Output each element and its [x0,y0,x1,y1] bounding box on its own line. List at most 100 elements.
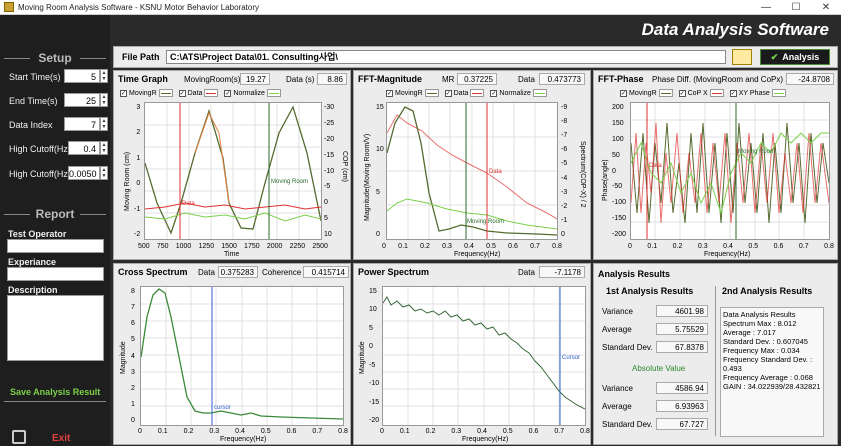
description-label: Description [8,285,58,295]
power-ylabel: Magnitude [359,341,366,374]
cross-spectrum-title: Cross Spectrum [118,267,188,277]
checkbox[interactable]: ✓ [620,89,627,97]
phase-y-ticks: 200 150 100 50 0 -50 -100 -150 -200 [612,104,627,238]
high-cutoff-input-2[interactable]: 0.0050 [68,166,100,180]
analysis-button[interactable]: ✔ Analysis [760,49,830,65]
power-y-ticks: 15 10 5 0 -5 -10 -15 -20 [369,288,380,424]
abs-average-label: Average [602,402,632,411]
close-button[interactable]: ✕ [821,2,831,13]
cursor-moving-label: Moving Room [271,179,308,185]
start-time-spinner[interactable]: ▲ ▼ [100,69,108,83]
file-path-bar: File Path C:\ATS\Project Data\01. Consul… [113,46,838,68]
legend-label: Normalize [233,89,265,97]
power-spectrum-plot[interactable]: Cursor [382,286,586,426]
high-cutoff-label-2: High Cutoff(Hz) [9,169,71,179]
banner: Data Analysis Software [110,15,841,45]
fft-phase-plot[interactable]: Data Moving Room [630,102,830,240]
fft-xlabel: Frequency(Hz) [454,251,501,258]
cross-x-ticks: 0 0.1 0.2 0.3 0.4 0.5 0.6 0.7 0.8 [138,428,348,435]
cursor-moving-label: Moving Room [467,219,504,225]
power-spectrum-svg: Cursor [382,287,586,425]
divider [4,401,106,402]
coherence-label: Coherence [262,268,302,277]
test-operator-input[interactable] [7,239,104,253]
cursor-data-label: Data [182,201,195,207]
high-cutoff-spinner-1[interactable]: ▲ ▼ [100,141,108,155]
fft-phase-legend[interactable]: ✓ MovingR ✓ CoP X ✓ XY Phase [620,88,792,98]
fft-phase-title: FFT-Phase [598,74,644,84]
mr-value: 0.37225 [457,73,497,85]
main-area: Data Analysis Software File Path C:\ATS\… [110,15,841,446]
coherence-value: 0.415714 [303,266,349,278]
phase-xlabel: Frequency(Hz) [704,251,751,258]
fft-magnitude-legend[interactable]: ✓ MovingR ✓ Data ✓ Normalize [386,88,553,98]
cross-ylabel: Magnitude [120,341,127,374]
time-graph-plot[interactable]: Data Moving Room [144,102,322,240]
cross-data-label: Data [198,268,215,277]
checkbox[interactable]: ✓ [386,89,393,97]
start-time-label: Start Time(s) [9,72,61,82]
std-value: 67.8378 [656,341,708,353]
legend-label: MovingR [395,89,423,97]
abs-average-value: 6.93963 [656,400,708,412]
fft-phase-svg: Data Moving Room [630,103,830,239]
power-x-ticks: 0 0.1 0.2 0.3 0.4 0.5 0.6 0.7 0.8 [380,428,590,435]
moving-room-value: 19.27 [240,73,270,85]
cursor-data-label: Data [649,163,662,169]
fft-ylabel-right: Spectrum(COP-X) / 2 [579,141,586,208]
fft-data-label: Data [518,75,535,84]
checkbox[interactable]: ✓ [120,89,127,97]
checkbox[interactable]: ✓ [490,89,498,97]
power-data-value: -7.1178 [539,266,585,278]
fft-magnitude-panel: FFT-Magnitude MR 0.37225 Data 0.473773 ✓… [353,70,591,260]
high-cutoff-spinner-2[interactable]: ▲ ▼ [100,166,108,180]
analysis-label: Analysis [782,52,820,62]
start-time-input[interactable]: 5 [64,69,100,83]
data-index-input[interactable]: 7 [64,117,100,131]
time-x-ticks: 500 750 1000 1250 1500 1750 2000 2250 2500 [138,243,328,250]
experience-label: Experiance [8,257,57,267]
legend-label: MovingR [129,89,157,97]
file-path-input[interactable]: C:\ATS\Project Data\01. Consulting사업\ [166,50,726,64]
average-value: 5.75529 [656,323,708,335]
report-title: Report [35,207,75,221]
maximize-button[interactable]: ☐ [791,2,801,13]
folder-icon[interactable] [732,49,752,65]
cross-spectrum-plot[interactable]: cursor [140,286,344,426]
fft-magnitude-plot[interactable]: Data Moving Room [386,102,558,240]
fft-data-value: 0.473773 [539,73,585,85]
divider [80,58,106,59]
phase-ylabel: Phase(angle) [602,159,609,201]
data-s-label: Data (s) [286,75,315,84]
banner-title: Data Analysis Software [641,20,829,39]
fft-magnitude-title: FFT-Magnitude [358,74,422,84]
data-index-spinner[interactable]: ▲ ▼ [100,117,108,131]
power-data-label: Data [518,268,535,277]
exit-button[interactable]: Exit [52,433,71,444]
cross-spectrum-panel: Cross Spectrum Data 0.375283 Coherence 0… [113,263,351,445]
checkbox[interactable]: ✓ [178,89,186,97]
minimize-button[interactable]: — [761,2,771,13]
second-results-text[interactable]: Data Analysis Results Spectrum Max : 8.0… [720,307,824,437]
legend-label: Normalize [499,89,531,97]
check-icon: ✔ [770,52,779,62]
description-input[interactable] [7,295,104,361]
first-results-title: 1st Analysis Results [606,286,694,296]
legend-label: MovingR [629,89,657,97]
save-analysis-result-button[interactable]: Save Analysis Result [10,387,101,397]
exit-icon[interactable] [12,430,26,444]
phase-x-ticks: 0 0.1 0.2 0.3 0.4 0.5 0.6 0.7 0.8 [628,243,834,250]
end-time-input[interactable]: 25 [64,93,100,107]
abs-std-label: Standard Dev. [602,420,653,429]
checkbox[interactable]: ✓ [678,89,686,97]
checkbox[interactable]: ✓ [444,89,452,97]
time-graph-legend[interactable]: ✓ MovingR ✓ Data ✓ Normalize [120,88,287,98]
end-time-spinner[interactable]: ▲ ▼ [100,93,108,107]
time-xlabel: Time [224,251,240,258]
cross-data-value: 0.375283 [218,266,258,278]
high-cutoff-input-1[interactable]: 0.4 [68,141,100,155]
checkbox[interactable]: ✓ [729,89,737,97]
experience-input[interactable] [7,267,104,281]
checkbox[interactable]: ✓ [224,89,232,97]
legend-label: CoP X [687,89,708,97]
